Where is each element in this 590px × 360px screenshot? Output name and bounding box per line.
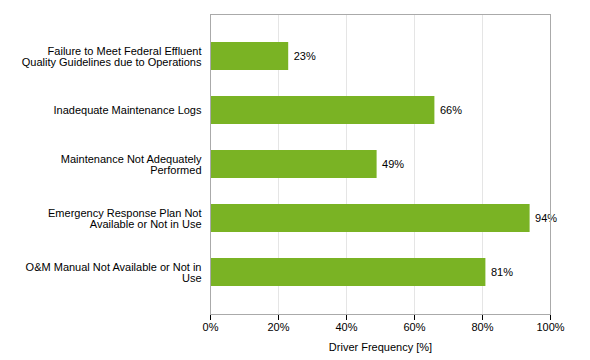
svg-text:Inadequate Maintenance Logs: Inadequate Maintenance Logs [53, 104, 202, 116]
svg-text:20%: 20% [267, 321, 289, 333]
svg-text:Maintenance Not AdequatelyPerf: Maintenance Not AdequatelyPerformed [61, 153, 202, 176]
svg-text:Emergency Response Plan NotAva: Emergency Response Plan NotAvailable or … [48, 207, 201, 230]
svg-text:23%: 23% [294, 50, 316, 62]
svg-text:100%: 100% [536, 321, 564, 333]
svg-text:81%: 81% [491, 266, 513, 278]
svg-text:40%: 40% [335, 321, 357, 333]
svg-text:Failure to Meet Federal Efflue: Failure to Meet Federal EffluentQuality … [22, 45, 202, 68]
svg-text:0%: 0% [203, 321, 219, 333]
svg-text:49%: 49% [382, 158, 404, 170]
svg-text:66%: 66% [440, 104, 462, 116]
svg-text:80%: 80% [471, 321, 493, 333]
svg-text:60%: 60% [403, 321, 425, 333]
svg-text:94%: 94% [535, 212, 557, 224]
svg-text:O&M Manual Not Available or No: O&M Manual Not Available or Not inUse [26, 261, 202, 284]
svg-text:Driver Frequency [%]: Driver Frequency [%] [329, 341, 432, 353]
